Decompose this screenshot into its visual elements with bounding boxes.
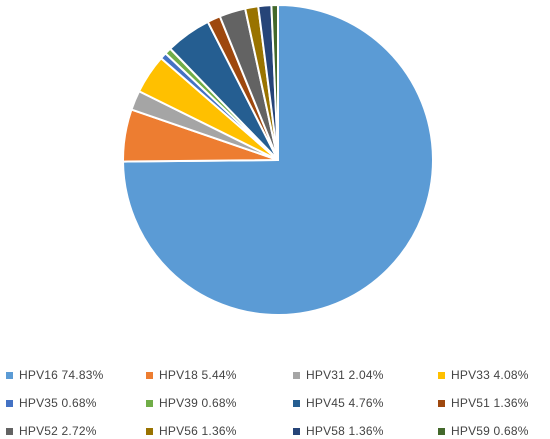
legend-item-hpv33: HPV33 4.08%	[438, 368, 550, 382]
legend-swatch	[6, 427, 13, 435]
legend-label: HPV51 1.36%	[451, 396, 529, 410]
legend-item-hpv58: HPV58 1.36%	[293, 424, 438, 438]
legend-swatch	[146, 371, 153, 379]
legend-label: HPV52 2.72%	[19, 424, 97, 438]
legend-label: HPV56 1.36%	[159, 424, 237, 438]
legend-swatch	[438, 427, 445, 435]
legend-swatch	[6, 371, 13, 379]
legend-item-hpv52: HPV52 2.72%	[6, 424, 146, 438]
legend-item-hpv18: HPV18 5.44%	[146, 368, 293, 382]
legend-swatch	[438, 399, 445, 407]
legend-label: HPV33 4.08%	[451, 368, 529, 382]
legend-item-hpv31: HPV31 2.04%	[293, 368, 438, 382]
legend-label: HPV16 74.83%	[19, 368, 104, 382]
legend-swatch	[293, 371, 300, 379]
legend-label: HPV31 2.04%	[306, 368, 384, 382]
legend-item-hpv56: HPV56 1.36%	[146, 424, 293, 438]
legend-label: HPV39 0.68%	[159, 396, 237, 410]
legend-swatch	[293, 399, 300, 407]
chart-legend: HPV16 74.83% HPV18 5.44% HPV31 2.04% HPV33 …	[6, 368, 550, 438]
legend-item-hpv51: HPV51 1.36%	[438, 396, 550, 410]
legend-item-hpv59: HPV59 0.68%	[438, 424, 550, 438]
legend-label: HPV59 0.68%	[451, 424, 529, 438]
legend-swatch	[293, 427, 300, 435]
pie-slice-hpv59	[270, 3, 279, 161]
legend-swatch	[146, 427, 153, 435]
legend-swatch	[6, 399, 13, 407]
legend-label: HPV45 4.76%	[306, 396, 384, 410]
legend-item-hpv39: HPV39 0.68%	[146, 396, 293, 410]
legend-swatch	[438, 371, 445, 379]
legend-item-hpv45: HPV45 4.76%	[293, 396, 438, 410]
legend-swatch	[146, 399, 153, 407]
legend-label: HPV18 5.44%	[159, 368, 237, 382]
legend-item-hpv35: HPV35 0.68%	[6, 396, 146, 410]
legend-label: HPV35 0.68%	[19, 396, 97, 410]
legend-item-hpv16: HPV16 74.83%	[6, 368, 146, 382]
legend-label: HPV58 1.36%	[306, 424, 384, 438]
pie-slice-hpv16	[122, 4, 434, 316]
pie-chart-svg	[122, 3, 434, 316]
